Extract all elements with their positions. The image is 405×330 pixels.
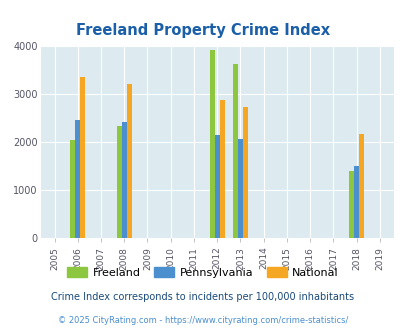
Legend: Freeland, Pennsylvania, National: Freeland, Pennsylvania, National bbox=[63, 263, 342, 282]
Bar bbox=[214, 135, 219, 238]
Bar bbox=[348, 171, 353, 238]
Bar bbox=[353, 166, 358, 238]
Text: Crime Index corresponds to incidents per 100,000 inhabitants: Crime Index corresponds to incidents per… bbox=[51, 292, 354, 302]
Bar bbox=[232, 64, 237, 238]
Bar bbox=[116, 126, 121, 238]
Bar bbox=[243, 107, 247, 238]
Bar bbox=[219, 100, 224, 238]
Bar bbox=[70, 141, 75, 238]
Text: Freeland Property Crime Index: Freeland Property Crime Index bbox=[76, 23, 329, 38]
Text: © 2025 CityRating.com - https://www.cityrating.com/crime-statistics/: © 2025 CityRating.com - https://www.city… bbox=[58, 315, 347, 325]
Bar bbox=[126, 84, 132, 238]
Bar bbox=[358, 134, 363, 238]
Bar bbox=[237, 139, 243, 238]
Bar bbox=[80, 77, 85, 238]
Bar bbox=[209, 50, 214, 238]
Bar bbox=[75, 120, 80, 238]
Bar bbox=[122, 122, 126, 238]
